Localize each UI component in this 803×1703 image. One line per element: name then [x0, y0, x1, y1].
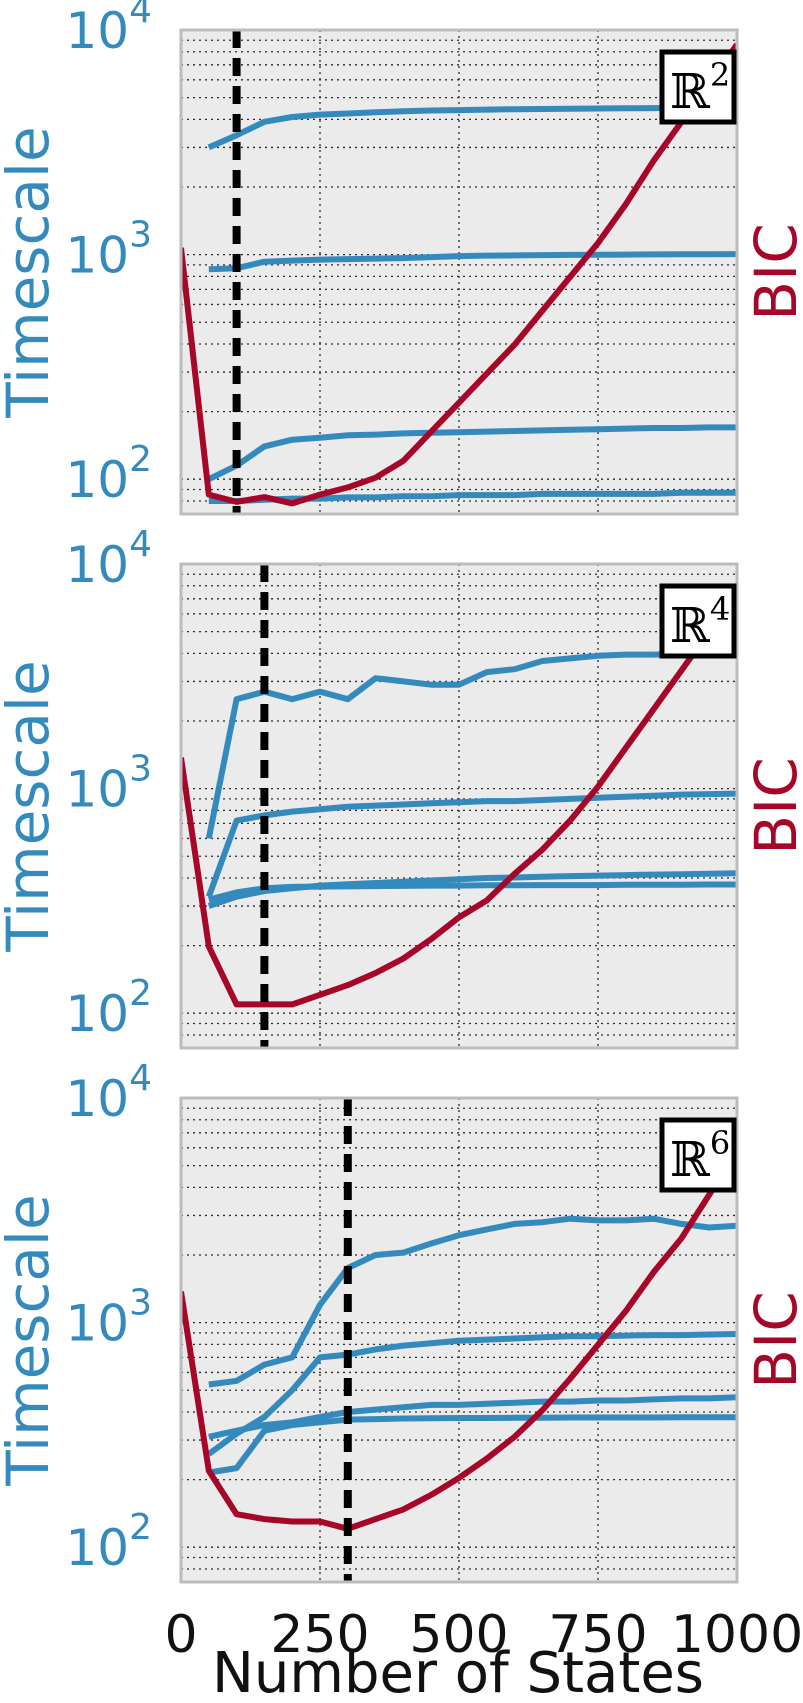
y-tick-exponent: 3 [129, 1283, 152, 1324]
y-tick-exponent: 2 [129, 1507, 152, 1548]
timescale-line-2 [205, 790, 737, 898]
y-tick-label: 104 [65, 0, 152, 60]
x-tick-label: 0 [164, 1605, 197, 1665]
timescale-line-1 [205, 649, 737, 839]
y-tick-exponent: 2 [129, 973, 152, 1014]
timescale-line-2 [208, 251, 737, 273]
timescale-line-3 [208, 1394, 737, 1440]
panel-label-box [659, 1117, 737, 1193]
x-tick-label: 1000 [671, 1605, 803, 1665]
timescale-line-3 [207, 424, 737, 482]
y-tick-exponent: 2 [129, 439, 152, 480]
y-tick-exponent: 3 [129, 215, 152, 256]
x-axis-label: Number of States [212, 1641, 704, 1703]
x-tick-label: 500 [409, 1605, 508, 1665]
y-axis-label: Timescale [0, 660, 62, 952]
timescale-line-4 [208, 1414, 737, 1476]
y-tick-label: 103 [65, 1283, 152, 1353]
y-tick-label: 102 [65, 1507, 152, 1577]
panel-label-box [659, 49, 737, 125]
y-tick-label: 102 [65, 439, 152, 509]
y-tick-exponent: 4 [129, 524, 152, 565]
timescale-line-2 [207, 1331, 737, 1457]
plot-frame [179, 562, 739, 1050]
panel-label-exponent: 6 [710, 1124, 730, 1162]
series-group [181, 1098, 737, 1582]
y-tick-label: 102 [65, 973, 152, 1043]
timescale-line-4 [208, 489, 737, 504]
secondary-axis-label: BIC [742, 757, 803, 854]
panel-label-box [659, 583, 737, 659]
y-tick-label: 103 [65, 749, 152, 819]
y-tick-label: 104 [65, 1058, 152, 1128]
series-group [181, 564, 737, 1048]
y-tick-label: 104 [65, 524, 152, 594]
panel-label-exponent: 2 [710, 56, 730, 94]
timescale-line-1 [208, 1215, 737, 1388]
panel-label-exponent: 4 [710, 590, 730, 628]
plot-frame [179, 28, 739, 516]
y-tick-exponent: 3 [129, 749, 152, 790]
y-tick-label: 103 [65, 215, 152, 285]
secondary-axis-label: BIC [742, 223, 803, 320]
y-axis-label: Timescale [0, 1194, 62, 1486]
y-tick-exponent: 4 [129, 1058, 152, 1099]
secondary-axis-label: BIC [742, 1291, 803, 1388]
x-tick-label: 250 [270, 1605, 369, 1665]
bic-line [181, 1149, 737, 1532]
timescale-line-4 [208, 881, 737, 903]
y-tick-exponent: 4 [129, 0, 152, 31]
bic-line [181, 595, 737, 1008]
plot-frame [179, 1096, 739, 1584]
bic-line [181, 42, 737, 507]
timescale-line-1 [207, 104, 737, 151]
x-tick-label: 750 [548, 1605, 647, 1665]
series-group [181, 30, 737, 514]
y-axis-label: Timescale [0, 126, 62, 418]
